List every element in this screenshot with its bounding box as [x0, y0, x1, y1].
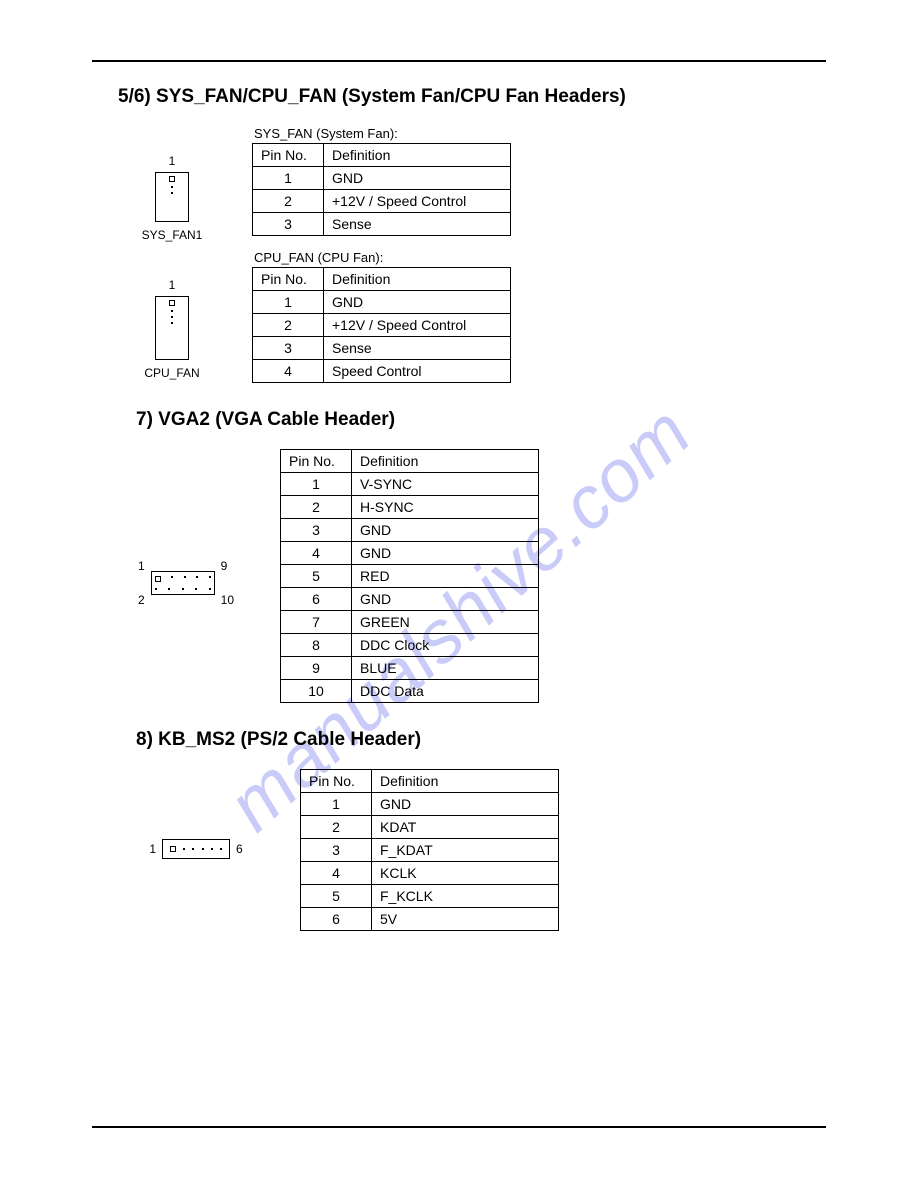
table-row: 4Speed Control [253, 360, 511, 383]
page-content: 5/6) SYS_FAN/CPU_FAN (System Fan/CPU Fan… [92, 60, 826, 1128]
sysfan-block: 1 SYS_FAN1 SYS_FAN (System Fan): Pin No.… [92, 126, 826, 242]
col-def: Definition [324, 144, 511, 167]
kbms-diagram-col: 1 6 [92, 769, 300, 859]
table-row: 3GND [281, 519, 539, 542]
table-row: 3F_KDAT [301, 839, 559, 862]
section-7-title: 7) VGA2 (VGA Cable Header) [136, 409, 826, 431]
table-header-row: Pin No. Definition [281, 450, 539, 473]
table-row: 2+12V / Speed Control [253, 314, 511, 337]
table-row: 7GREEN [281, 611, 539, 634]
kbms-connector-icon: 1 6 [149, 839, 242, 859]
table-row: 65V [301, 908, 559, 931]
section-8-title: 8) KB_MS2 (PS/2 Cable Header) [136, 729, 826, 751]
table-row: 1V-SYNC [281, 473, 539, 496]
kbms-block: 1 6 Pin No. Definition 1GND 2KDAT 3F_KDA… [92, 769, 826, 931]
table-row: 8DDC Clock [281, 634, 539, 657]
sysfan-table-caption: SYS_FAN (System Fan): [254, 126, 511, 141]
col-def: Definition [352, 450, 539, 473]
table-row: 1GND [301, 793, 559, 816]
vga-block: 1 2 9 10 Pin No. Definition 1V-SY [92, 449, 826, 703]
cpufan-pin1-label: 1 [169, 278, 176, 292]
sysfan-pin1-label: 1 [169, 154, 176, 168]
section-5-6-title: 5/6) SYS_FAN/CPU_FAN (System Fan/CPU Fan… [118, 86, 826, 108]
bottom-rule [92, 1126, 826, 1128]
col-pin: Pin No. [253, 268, 324, 291]
table-row: 10DDC Data [281, 680, 539, 703]
table-header-row: Pin No. Definition [253, 144, 511, 167]
vga-pin-tr: 9 [221, 559, 234, 573]
cpufan-diagram: 1 CPU_FAN [92, 250, 252, 380]
sysfan-connector-label: SYS_FAN1 [142, 228, 203, 242]
table-row: 9BLUE [281, 657, 539, 680]
sysfan-table: Pin No. Definition 1GND 2+12V / Speed Co… [252, 143, 511, 236]
cpufan-block: 1 CPU_FAN CPU_FAN (CPU Fan): Pin No. Def… [92, 250, 826, 383]
table-row: 1GND [253, 167, 511, 190]
vga-pin-tl: 1 [138, 559, 145, 573]
kbms-table: Pin No. Definition 1GND 2KDAT 3F_KDAT 4K… [300, 769, 559, 931]
table-header-row: Pin No. Definition [301, 770, 559, 793]
cpufan-table: Pin No. Definition 1GND 2+12V / Speed Co… [252, 267, 511, 383]
kbms-pin-r: 6 [236, 842, 243, 856]
cpufan-table-caption: CPU_FAN (CPU Fan): [254, 250, 511, 265]
col-def: Definition [372, 770, 559, 793]
table-row: 1GND [253, 291, 511, 314]
vga-pin-bl: 2 [138, 593, 145, 607]
col-pin: Pin No. [301, 770, 372, 793]
vga-pin-br: 10 [221, 593, 234, 607]
col-def: Definition [324, 268, 511, 291]
table-row: 4GND [281, 542, 539, 565]
cpufan-connector-label: CPU_FAN [144, 366, 199, 380]
table-row: 3Sense [253, 337, 511, 360]
top-rule [92, 60, 826, 62]
table-row: 2+12V / Speed Control [253, 190, 511, 213]
table-row: 5F_KCLK [301, 885, 559, 908]
table-row: 4KCLK [301, 862, 559, 885]
table-row: 6GND [281, 588, 539, 611]
col-pin: Pin No. [253, 144, 324, 167]
col-pin: Pin No. [281, 450, 352, 473]
table-row: 3Sense [253, 213, 511, 236]
kbms-pin-l: 1 [149, 842, 156, 856]
vga-connector-icon: 1 2 9 10 [138, 559, 234, 607]
table-row: 2KDAT [301, 816, 559, 839]
vga-diagram-col: 1 2 9 10 [92, 449, 280, 607]
cpufan-connector-icon [155, 296, 189, 360]
table-header-row: Pin No. Definition [253, 268, 511, 291]
sysfan-diagram: 1 SYS_FAN1 [92, 126, 252, 242]
table-row: 2H-SYNC [281, 496, 539, 519]
vga-table: Pin No. Definition 1V-SYNC 2H-SYNC 3GND … [280, 449, 539, 703]
sysfan-connector-icon [155, 172, 189, 222]
table-row: 5RED [281, 565, 539, 588]
